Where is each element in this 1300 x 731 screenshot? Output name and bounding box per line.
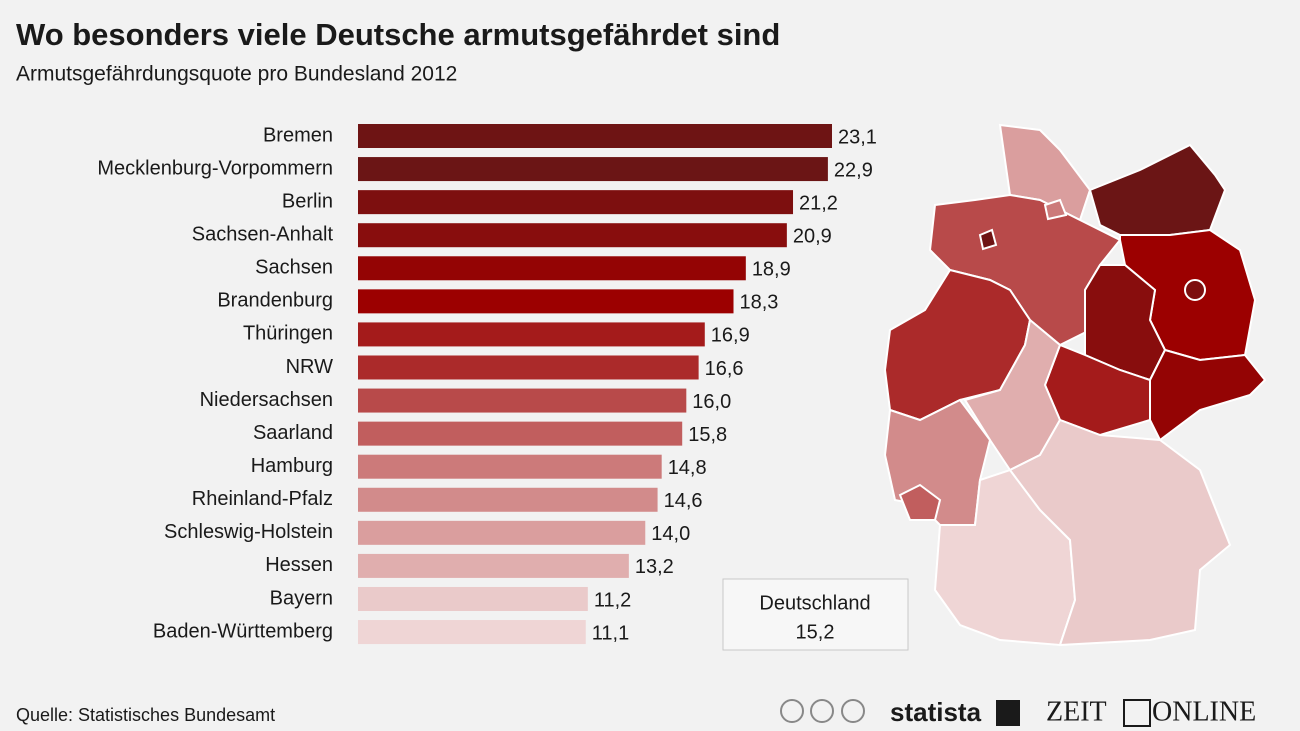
bar <box>358 190 794 215</box>
category-label: NRW <box>286 356 334 378</box>
value-label: 14,8 <box>668 457 707 479</box>
bar <box>358 289 734 314</box>
online-logo: ONLINE <box>1152 696 1256 727</box>
map-state <box>1043 198 1068 221</box>
value-label: 11,1 <box>592 622 629 644</box>
value-label: 15,8 <box>688 424 727 446</box>
value-label: 16,0 <box>692 391 731 413</box>
category-label: Thüringen <box>243 323 333 345</box>
bar <box>358 124 832 148</box>
category-label: Hamburg <box>251 455 333 477</box>
value-label: 20,9 <box>793 225 832 247</box>
bar <box>358 157 828 182</box>
category-label: Mecklenburg-Vorpommern <box>97 157 333 179</box>
statista-icon <box>996 700 1020 726</box>
zeit-emblem <box>1123 699 1151 727</box>
chart-subtitle: Armutsgefährdungsquote pro Bundesland 20… <box>16 63 457 86</box>
value-label: 21,2 <box>799 192 838 214</box>
bar <box>358 355 699 380</box>
value-label: 11,2 <box>594 589 631 611</box>
category-label: Niedersachsen <box>200 389 333 411</box>
value-label: 13,2 <box>635 556 674 578</box>
zeit-logo: ZEIT <box>1046 696 1107 727</box>
bar <box>358 388 687 413</box>
bar <box>358 620 586 645</box>
map-state <box>978 228 998 251</box>
reference-name: Deutschland <box>759 592 870 614</box>
category-label: Baden-Württemberg <box>153 620 333 642</box>
bar <box>358 586 588 611</box>
statista-logo: statista <box>890 697 982 727</box>
map-state <box>1008 418 1232 647</box>
map-state <box>898 483 942 521</box>
category-label: Schleswig-Holstein <box>164 521 333 543</box>
license-icons <box>780 699 865 723</box>
reference-value: 15,2 <box>796 621 835 643</box>
bar <box>358 421 683 446</box>
value-label: 14,0 <box>651 523 690 545</box>
category-label: Bremen <box>263 124 333 146</box>
value-label: 14,6 <box>664 490 703 512</box>
source: Quelle: Statistisches Bundesamt <box>16 705 275 725</box>
bar <box>358 223 787 248</box>
value-label: 16,9 <box>711 325 750 347</box>
bar <box>358 553 629 578</box>
chart-title: Wo besonders viele Deutsche armutsgefähr… <box>16 17 780 52</box>
map-state <box>1088 143 1227 236</box>
bar <box>358 520 646 545</box>
category-label: Saarland <box>253 422 333 444</box>
category-label: Sachsen-Anhalt <box>192 223 334 245</box>
category-label: Berlin <box>282 190 333 212</box>
map-state <box>1184 279 1206 301</box>
bar <box>358 487 658 512</box>
value-label: 16,6 <box>705 358 744 380</box>
map <box>883 123 1267 647</box>
bar <box>358 256 746 281</box>
value-label: 18,3 <box>740 292 779 314</box>
category-label: Rheinland-Pfalz <box>192 488 333 510</box>
category-label: Sachsen <box>255 257 333 279</box>
value-label: 18,9 <box>752 259 791 281</box>
bar <box>358 454 662 479</box>
reference-box <box>722 578 909 651</box>
category-label: Hessen <box>265 554 333 576</box>
map-state <box>1149 348 1267 442</box>
category-label: Bayern <box>270 587 333 609</box>
value-label: 23,1 <box>838 126 877 148</box>
bar <box>358 322 705 347</box>
category-label: Brandenburg <box>217 290 333 312</box>
value-label: 22,9 <box>834 159 873 181</box>
